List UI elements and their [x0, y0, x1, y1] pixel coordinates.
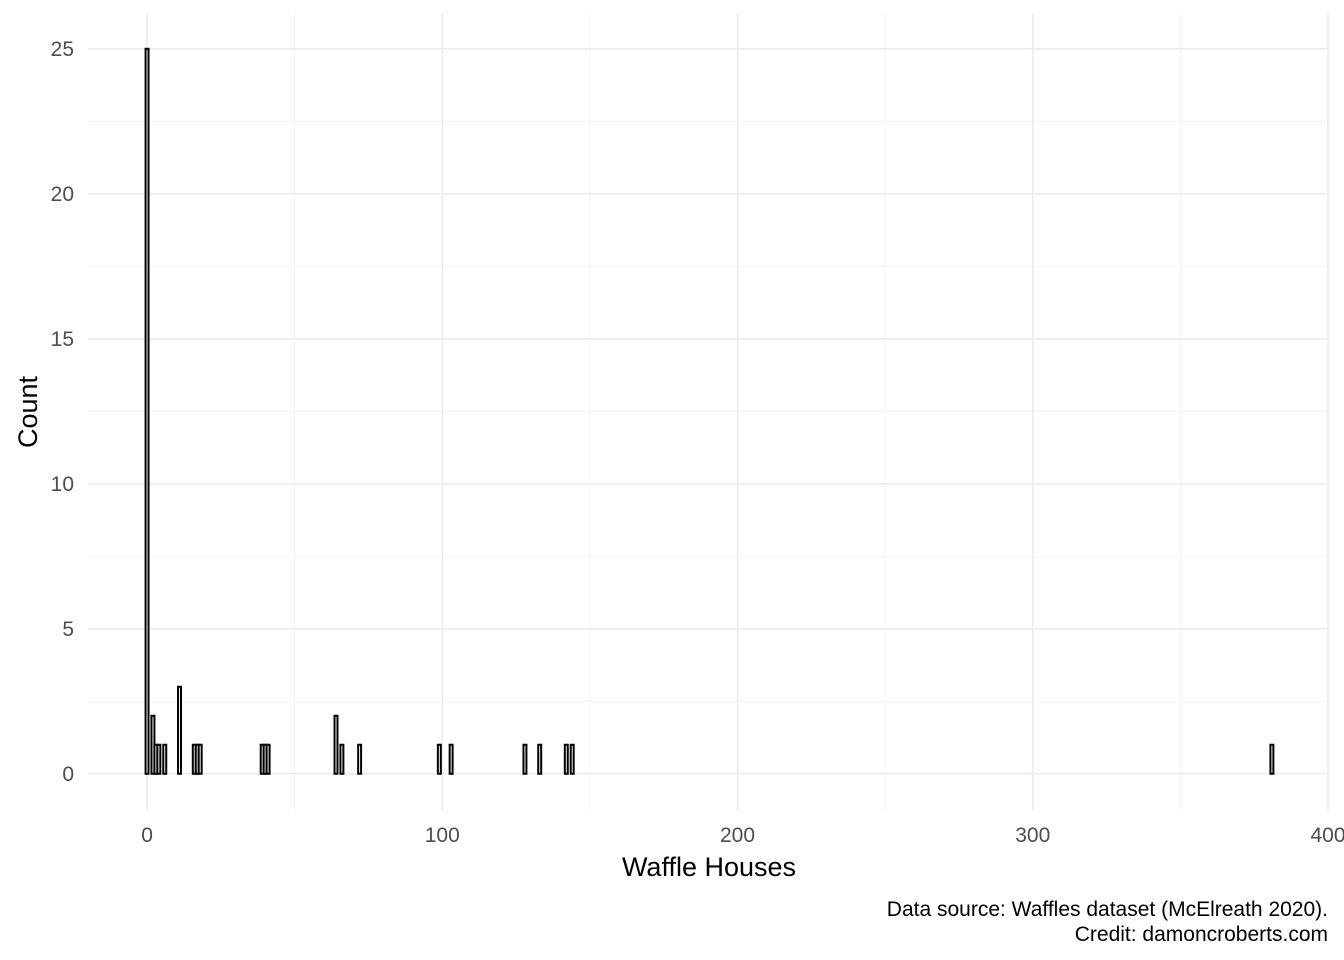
- y-tick-label: 25: [51, 38, 74, 61]
- histogram-bar: [537, 743, 543, 775]
- y-tick-label: 0: [62, 763, 74, 786]
- x-tick-label: 100: [425, 824, 460, 847]
- histogram-bar: [522, 743, 528, 775]
- y-tick-label: 20: [51, 183, 74, 206]
- histogram-bar: [357, 743, 363, 775]
- x-tick-label: 400: [1310, 824, 1344, 847]
- histogram-bar: [144, 47, 150, 775]
- y-tick-label: 15: [51, 328, 74, 351]
- histogram-bar: [156, 743, 162, 775]
- y-tick-label: 5: [62, 618, 74, 641]
- histogram-bars: [144, 47, 1275, 775]
- y-axis-title: Count: [13, 375, 43, 448]
- histogram-bar: [197, 743, 203, 775]
- x-axis-tick-labels: 0 100 200 300 400: [141, 824, 1344, 847]
- histogram-bar: [162, 743, 168, 775]
- x-tick-label: 200: [720, 824, 755, 847]
- histogram-bar: [563, 743, 569, 775]
- histogram-bar: [1269, 743, 1275, 775]
- histogram-bar: [177, 685, 183, 775]
- caption-line-1: Data source: Waffles dataset (McElreath …: [887, 898, 1328, 921]
- minor-gridlines: [88, 14, 1328, 810]
- x-tick-label: 0: [141, 824, 153, 847]
- histogram-bar: [333, 714, 339, 775]
- histogram-bar: [436, 743, 442, 775]
- histogram-bar: [339, 743, 345, 775]
- histogram-bar: [265, 743, 271, 775]
- y-tick-label: 10: [51, 473, 74, 496]
- x-axis-title: Waffle Houses: [622, 852, 796, 882]
- major-gridlines: [88, 14, 1329, 810]
- x-tick-label: 300: [1015, 824, 1050, 847]
- histogram-bar: [569, 743, 575, 775]
- histogram-bar: [448, 743, 454, 775]
- caption-line-2: Credit: damoncroberts.com: [1075, 923, 1328, 946]
- y-axis-tick-labels: 0 5 10 15 20 25: [51, 38, 74, 786]
